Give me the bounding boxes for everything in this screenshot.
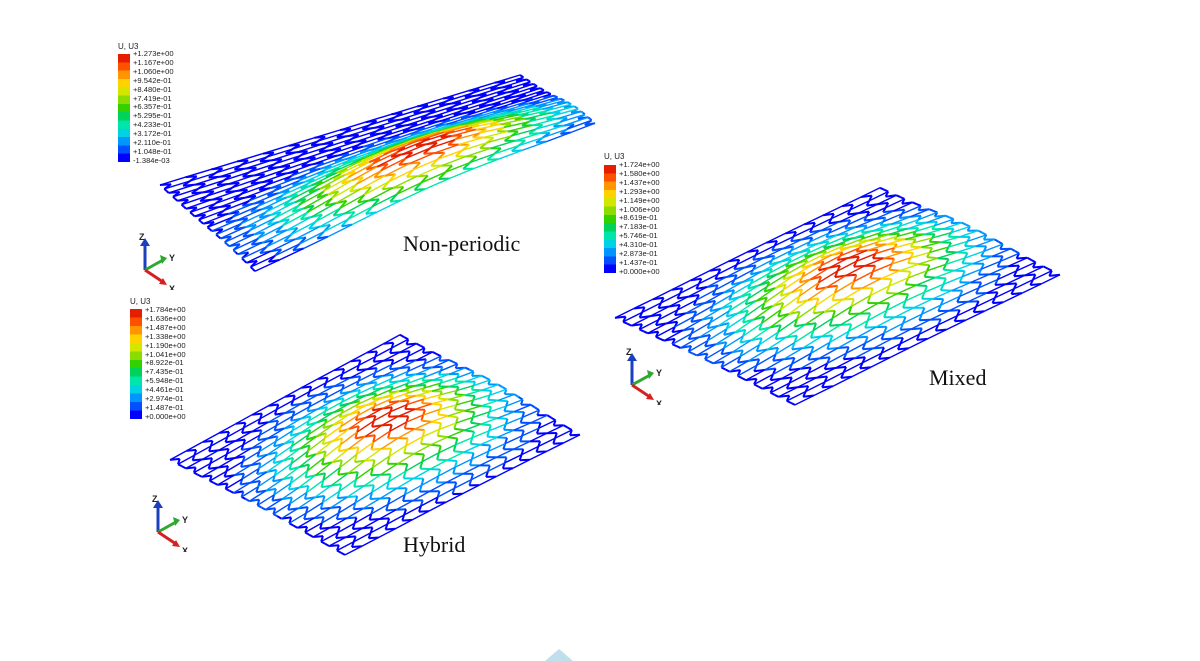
lattice-strut bbox=[952, 283, 971, 291]
lattice-strut bbox=[876, 317, 895, 327]
lattice-strut bbox=[896, 195, 900, 197]
lattice-strut bbox=[865, 258, 884, 266]
lattice-strut bbox=[889, 278, 908, 286]
lattice-strut bbox=[924, 284, 943, 292]
lattice-strut bbox=[930, 247, 949, 252]
caption-mixed: Mixed bbox=[929, 365, 986, 391]
axis-z-label: Z bbox=[626, 347, 632, 357]
lattice-strut bbox=[916, 278, 935, 286]
axis-x-label: X bbox=[656, 399, 662, 405]
lattice-strut bbox=[758, 387, 762, 389]
lattice-strut bbox=[742, 378, 746, 380]
lattice-mesh bbox=[615, 188, 1060, 405]
axis-y-label: Y bbox=[656, 368, 662, 378]
lattice-strut bbox=[962, 269, 981, 277]
lattice-strut bbox=[895, 308, 914, 317]
lattice-strut bbox=[841, 314, 860, 325]
lattice-strut bbox=[946, 258, 965, 264]
lattice-strut bbox=[660, 339, 664, 341]
lattice-strut bbox=[973, 256, 992, 263]
lattice-strut bbox=[693, 354, 697, 356]
lattice-strut bbox=[676, 346, 680, 348]
lattice-strut bbox=[881, 271, 900, 279]
lattice-strut bbox=[954, 264, 973, 271]
lattice-strut bbox=[949, 241, 968, 247]
lattice-strut bbox=[935, 271, 954, 278]
lattice-strut bbox=[919, 258, 938, 264]
lattice-strut bbox=[938, 252, 957, 258]
lattice-strut bbox=[644, 331, 648, 333]
lattice-strut bbox=[929, 209, 933, 211]
lattice-strut bbox=[860, 303, 879, 314]
lattice-strut bbox=[978, 231, 982, 233]
lattice-strut bbox=[862, 279, 881, 289]
lattice-strut bbox=[971, 274, 990, 282]
lattice-strut bbox=[870, 286, 889, 296]
lattice-strut bbox=[946, 216, 950, 218]
lattice-strut bbox=[965, 251, 984, 258]
lattice-strut bbox=[873, 264, 892, 272]
lattice-strut bbox=[897, 294, 908, 295]
lattice-strut bbox=[957, 246, 976, 252]
lattice-strut bbox=[884, 252, 903, 258]
lattice-strut bbox=[921, 242, 940, 247]
lattice-strut bbox=[732, 284, 751, 295]
lattice-strut bbox=[627, 324, 631, 326]
lattice-strut bbox=[887, 293, 898, 294]
lattice-strut bbox=[889, 270, 900, 271]
lattice-strut bbox=[913, 202, 917, 204]
lattice-strut bbox=[906, 284, 917, 285]
lattice-strut bbox=[927, 264, 946, 271]
lattice-strut bbox=[880, 188, 884, 190]
lattice-strut bbox=[1011, 249, 1015, 251]
lattice-strut bbox=[897, 285, 916, 293]
lattice-strut bbox=[881, 279, 892, 280]
lattice-strut bbox=[843, 288, 862, 299]
lattice-strut bbox=[995, 239, 999, 241]
lattice-strut bbox=[726, 370, 730, 372]
lattice-strut bbox=[943, 277, 962, 285]
decorative-triangle bbox=[545, 649, 573, 661]
lattice-strut bbox=[878, 294, 897, 304]
lattice-strut bbox=[1027, 258, 1031, 260]
lattice-strut bbox=[906, 292, 925, 301]
lattice-strut bbox=[775, 395, 779, 397]
lattice-strut bbox=[903, 247, 922, 252]
lattice-strut bbox=[916, 285, 927, 286]
lattice-strut bbox=[791, 403, 795, 405]
lattice-strut bbox=[892, 258, 911, 264]
lattice-strut bbox=[729, 299, 748, 311]
lattice-strut bbox=[900, 264, 919, 271]
lattice-strut bbox=[914, 299, 933, 308]
lattice-strut bbox=[962, 223, 966, 225]
axis-triad-icon: Z Y X bbox=[612, 345, 672, 405]
lattice-strut bbox=[933, 291, 952, 299]
lattice-strut bbox=[925, 277, 936, 278]
lattice-strut bbox=[1044, 267, 1048, 269]
lattice-strut bbox=[709, 361, 713, 363]
